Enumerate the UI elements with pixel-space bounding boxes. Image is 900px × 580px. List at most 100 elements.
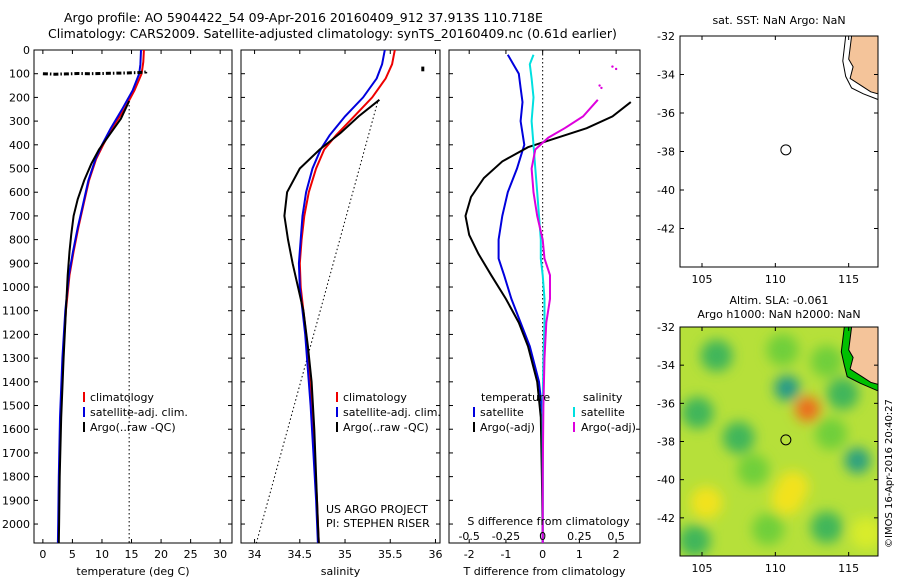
x-tick-label: -1 [500, 548, 511, 561]
legend-label: temperature [481, 391, 550, 404]
x-tick-label: 36 [428, 548, 442, 561]
depth-tick-label: 1400 [2, 376, 30, 389]
x-tick-label: 2 [613, 548, 620, 561]
map-title-1: Altim. SLA: -0.061 [729, 294, 828, 307]
x-tick-label: 20 [154, 548, 168, 561]
x-tick-label: -2 [464, 548, 475, 561]
profile-location-marker [780, 434, 792, 446]
sla-blob [680, 524, 711, 556]
sla-blob [752, 513, 784, 546]
depth-tick-label: 400 [9, 139, 30, 152]
reference-dotted-line [255, 102, 379, 544]
x-tick-label: 1 [576, 548, 583, 561]
sla-blob-core [782, 383, 793, 394]
map-y-tick-label: -34 [657, 69, 675, 82]
x-axis-label: T difference from climatology [463, 565, 626, 578]
map-x-tick-label: 115 [838, 562, 859, 575]
series-line [464, 101, 632, 544]
profile-panel-sal: 34 34.5 35 35.5 36 salinity climatology satelli… [240, 49, 442, 578]
map-y-tick-label: -32 [657, 30, 675, 43]
sla-blob [815, 417, 848, 450]
raw-salinity-point [611, 65, 614, 68]
depth-tick-label: 1900 [2, 494, 30, 507]
x-axis-label: salinity [321, 565, 361, 578]
depth-tick-label: 2000 [2, 518, 30, 531]
x-tick-label: 0 [39, 548, 46, 561]
depth-tick-label: 500 [9, 163, 30, 176]
legend-label: climatology [343, 391, 407, 404]
series-line [297, 49, 386, 544]
sla-blobs [680, 333, 878, 556]
raw-salinity-point [614, 67, 618, 71]
depth-tick-label: 300 [9, 115, 30, 128]
legend-label: climatology [90, 391, 154, 404]
top-axis-label: S difference from climatology [467, 515, 630, 528]
legend-label: satellite [581, 406, 625, 419]
map-y-tick-label: -36 [657, 397, 675, 410]
sla-blob-core [802, 404, 813, 415]
x-tick-label: 34 [248, 548, 262, 561]
x-tick-label: 25 [184, 548, 198, 561]
top-tick-label: -0.5 [458, 530, 479, 543]
x-tick-label: 15 [125, 548, 139, 561]
legend-label: Argo(-adj) [581, 421, 636, 434]
map-x-tick-label: 115 [838, 273, 859, 286]
depth-tick-label: 1500 [2, 400, 30, 413]
top-tick-label: 0 [539, 530, 546, 543]
depth-tick-label: 900 [9, 257, 30, 270]
plot-frame [240, 49, 441, 544]
x-tick-label: 10 [95, 548, 109, 561]
map-y-tick-label: -42 [657, 223, 675, 236]
legend-label: satellite [480, 406, 524, 419]
depth-tick-label: 800 [9, 234, 30, 247]
depth-tick-label: 100 [9, 68, 30, 81]
depth-tick-label: 600 [9, 186, 30, 199]
sla-blob [771, 482, 804, 515]
project-annotation: US ARGO PROJECT [326, 503, 428, 516]
map-title-2: Argo h1000: NaN h2000: NaN [697, 308, 860, 321]
raw-salinity-point [598, 84, 601, 87]
x-tick-label: 30 [213, 548, 227, 561]
sla-blob [681, 396, 714, 429]
top-tick-label: -0.25 [492, 530, 520, 543]
title-line-1: Argo profile: AO 5904422_54 09-Apr-2016 … [64, 10, 543, 25]
plot-frame [33, 49, 233, 544]
sla-blob [810, 511, 843, 544]
project-annotation: PI: STEPHEN RISER [326, 517, 430, 530]
map-y-tick-label: -38 [657, 146, 675, 159]
sla-blob [850, 517, 878, 550]
map-title: sat. SST: NaN Argo: NaN [712, 14, 845, 27]
depth-tick-label: 0 [23, 44, 30, 57]
x-tick-label: 34.5 [288, 548, 313, 561]
map-x-tick-label: 105 [692, 562, 713, 575]
sla-blob [826, 377, 859, 410]
map-x-tick-label: 105 [692, 273, 713, 286]
x-tick-label: 5 [69, 548, 76, 561]
sla-field [680, 327, 878, 556]
series-line [283, 99, 381, 544]
map-y-tick-label: -40 [657, 184, 675, 197]
x-tick-label: 0 [539, 548, 546, 561]
profile-panel-temp: 0100200300400500600700800900100011001200… [2, 44, 233, 578]
map-x-tick-label: 110 [765, 273, 786, 286]
legend-label: Argo(..raw -QC) [90, 421, 176, 434]
depth-tick-label: 1600 [2, 423, 30, 436]
map-y-tick-label: -36 [657, 107, 675, 120]
series-line [530, 99, 599, 543]
map-background [680, 36, 878, 267]
depth-tick-label: 1300 [2, 352, 30, 365]
legend-label: Argo(-adj) [480, 421, 535, 434]
profile-location-marker [780, 144, 792, 156]
map-panel-sst: sat. SST: NaN Argo: NaN 105 110 115 -32 -34 -3… [657, 14, 879, 286]
sla-blob [766, 333, 799, 366]
profile-panel-diff: -2 -1 0 1 2 T difference from climatology S di… [448, 49, 641, 578]
series-line [497, 54, 544, 543]
series-line [57, 100, 131, 544]
depth-tick-label: 200 [9, 91, 30, 104]
x-tick-label: 35.5 [378, 548, 403, 561]
map-y-tick-label: -38 [657, 436, 675, 449]
legend-label: salinity [583, 391, 623, 404]
raw-salinity-point [600, 86, 603, 90]
depth-tick-label: 1800 [2, 471, 30, 484]
